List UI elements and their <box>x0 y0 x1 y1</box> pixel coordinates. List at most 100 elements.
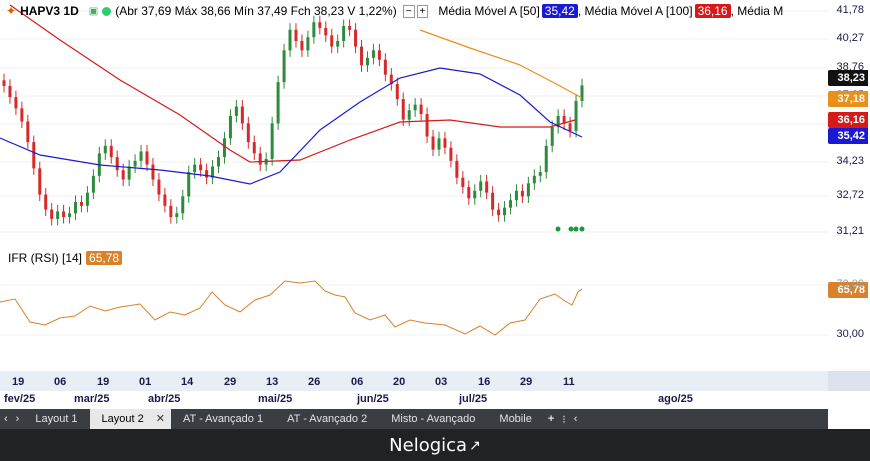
candle-body <box>252 142 256 154</box>
signal-dots <box>555 226 585 232</box>
candlesticks <box>2 15 584 226</box>
candle-body <box>270 123 274 159</box>
signal-dot <box>555 226 561 232</box>
ma100-label: Média Móvel A [100] <box>584 4 693 18</box>
collapse-icon[interactable]: ‹ <box>573 413 578 425</box>
price-tick-label: 32,72 <box>836 189 864 201</box>
ma50-price-box: 35,42 <box>828 128 868 144</box>
x-tick-day: 19 <box>12 376 25 388</box>
add-icon[interactable]: + <box>416 4 429 18</box>
candle-body <box>503 207 507 216</box>
scroll-right-icon[interactable]: ⁝ <box>562 413 566 426</box>
ma50-label: Média Móvel A [50] <box>438 4 540 18</box>
ma50-badge: 35,42 <box>541 4 578 18</box>
price-tick-label: 31,21 <box>836 225 864 237</box>
candle-body <box>288 29 292 51</box>
tab-mobile[interactable]: Mobile <box>499 413 532 425</box>
candle-body <box>467 187 471 199</box>
x-tick-month: jun/25 <box>357 393 389 405</box>
candle-body <box>401 99 405 120</box>
x-tick-day: 16 <box>478 376 491 388</box>
x-tick-day: 26 <box>308 376 321 388</box>
candle-body <box>336 40 340 47</box>
next-icon[interactable]: › <box>15 413 20 425</box>
add-tab-icon[interactable]: + <box>547 413 555 425</box>
ma-orange-line <box>419 29 583 99</box>
ma50-line <box>0 67 583 185</box>
candle-body <box>580 85 584 101</box>
price-tick-label: 34,23 <box>836 155 864 167</box>
candle-body <box>532 175 536 184</box>
candle-body <box>473 190 477 199</box>
candle-body <box>211 166 215 178</box>
candle-body <box>377 50 381 60</box>
ohlc-values: (Abr 37,69 Máx 38,66 Mín 37,49 Fch 38,23… <box>115 4 397 18</box>
x-tick-month: mai/25 <box>258 393 293 405</box>
candle-body <box>193 164 197 173</box>
x-tick-day: 20 <box>393 376 406 388</box>
candle-body <box>157 179 161 195</box>
candle-body <box>497 209 501 216</box>
brand-logo: Nelogica <box>389 434 468 456</box>
x-tick-day: 13 <box>266 376 279 388</box>
candle-body <box>228 115 232 139</box>
rsi-line <box>0 280 583 336</box>
candle-body <box>91 175 95 193</box>
tab-layout-1[interactable]: Layout 1 <box>35 413 78 425</box>
rsi-title: IFR (RSI) [14] <box>8 251 83 265</box>
candle-body <box>342 25 346 41</box>
candle-body <box>413 104 417 111</box>
candle-body <box>181 196 185 214</box>
candle-body <box>62 211 66 218</box>
candle-body <box>2 80 6 86</box>
tab-at-avancado-2[interactable]: AT - Avançado 2 <box>287 413 368 425</box>
candle-body <box>371 50 375 58</box>
x-tick-month: fev/25 <box>4 393 36 405</box>
candle-body <box>282 50 286 83</box>
candle-body <box>222 138 226 158</box>
price-chart[interactable] <box>0 0 870 391</box>
signal-dot <box>568 226 574 232</box>
separator: , <box>730 4 738 18</box>
candle-body <box>395 84 399 100</box>
tab-at-avancado-1[interactable]: AT - Avançado 1 <box>182 413 264 425</box>
settings-icon[interactable]: ▣ <box>88 5 99 17</box>
candle-body <box>491 192 495 210</box>
candle-body <box>217 157 221 167</box>
candle-body <box>508 200 512 208</box>
rsi-axis-30: 30,00 <box>836 328 864 340</box>
tab-layout-2[interactable]: Layout 2 <box>89 409 156 429</box>
candle-body <box>318 22 322 28</box>
candle-body <box>50 209 54 219</box>
candle-body <box>300 40 304 51</box>
remove-icon[interactable]: − <box>402 4 415 18</box>
ma100-price-box: 36,16 <box>828 112 868 128</box>
x-tick-month: jul/25 <box>459 393 488 405</box>
candle-body <box>121 170 125 180</box>
candle-body <box>109 145 113 158</box>
candle-body <box>8 85 12 98</box>
tab-close-icon[interactable]: ✕ <box>155 409 171 429</box>
x-tick-month: abr/25 <box>148 393 181 405</box>
prev-icon[interactable]: ‹ <box>4 413 8 425</box>
separator: , <box>577 4 585 18</box>
tab-misto-avancado[interactable]: Misto - Avançado <box>391 413 476 425</box>
candle-body <box>383 59 387 75</box>
signal-dot <box>573 226 579 232</box>
chart-header: ✦ HAPV3 1D ▣ (Abr 37,69 Máx 38,66 Mín 37… <box>0 2 783 20</box>
candle-body <box>14 97 18 109</box>
candle-body <box>240 106 244 124</box>
symbol-label[interactable]: HAPV3 1D <box>20 4 79 18</box>
x-tick-day: 03 <box>435 376 448 388</box>
candle-body <box>145 151 149 165</box>
candle-body <box>74 202 78 214</box>
signal-dot <box>579 226 585 232</box>
rsi-label: IFR (RSI) [14] 65,78 <box>8 251 123 265</box>
candle-body <box>461 177 465 188</box>
candle-body <box>544 145 548 173</box>
brand-mark-icon: ↗ <box>469 436 481 453</box>
candle-body <box>169 205 173 218</box>
candle-body <box>187 172 191 197</box>
candle-body <box>419 104 423 115</box>
candle-body <box>56 211 60 219</box>
